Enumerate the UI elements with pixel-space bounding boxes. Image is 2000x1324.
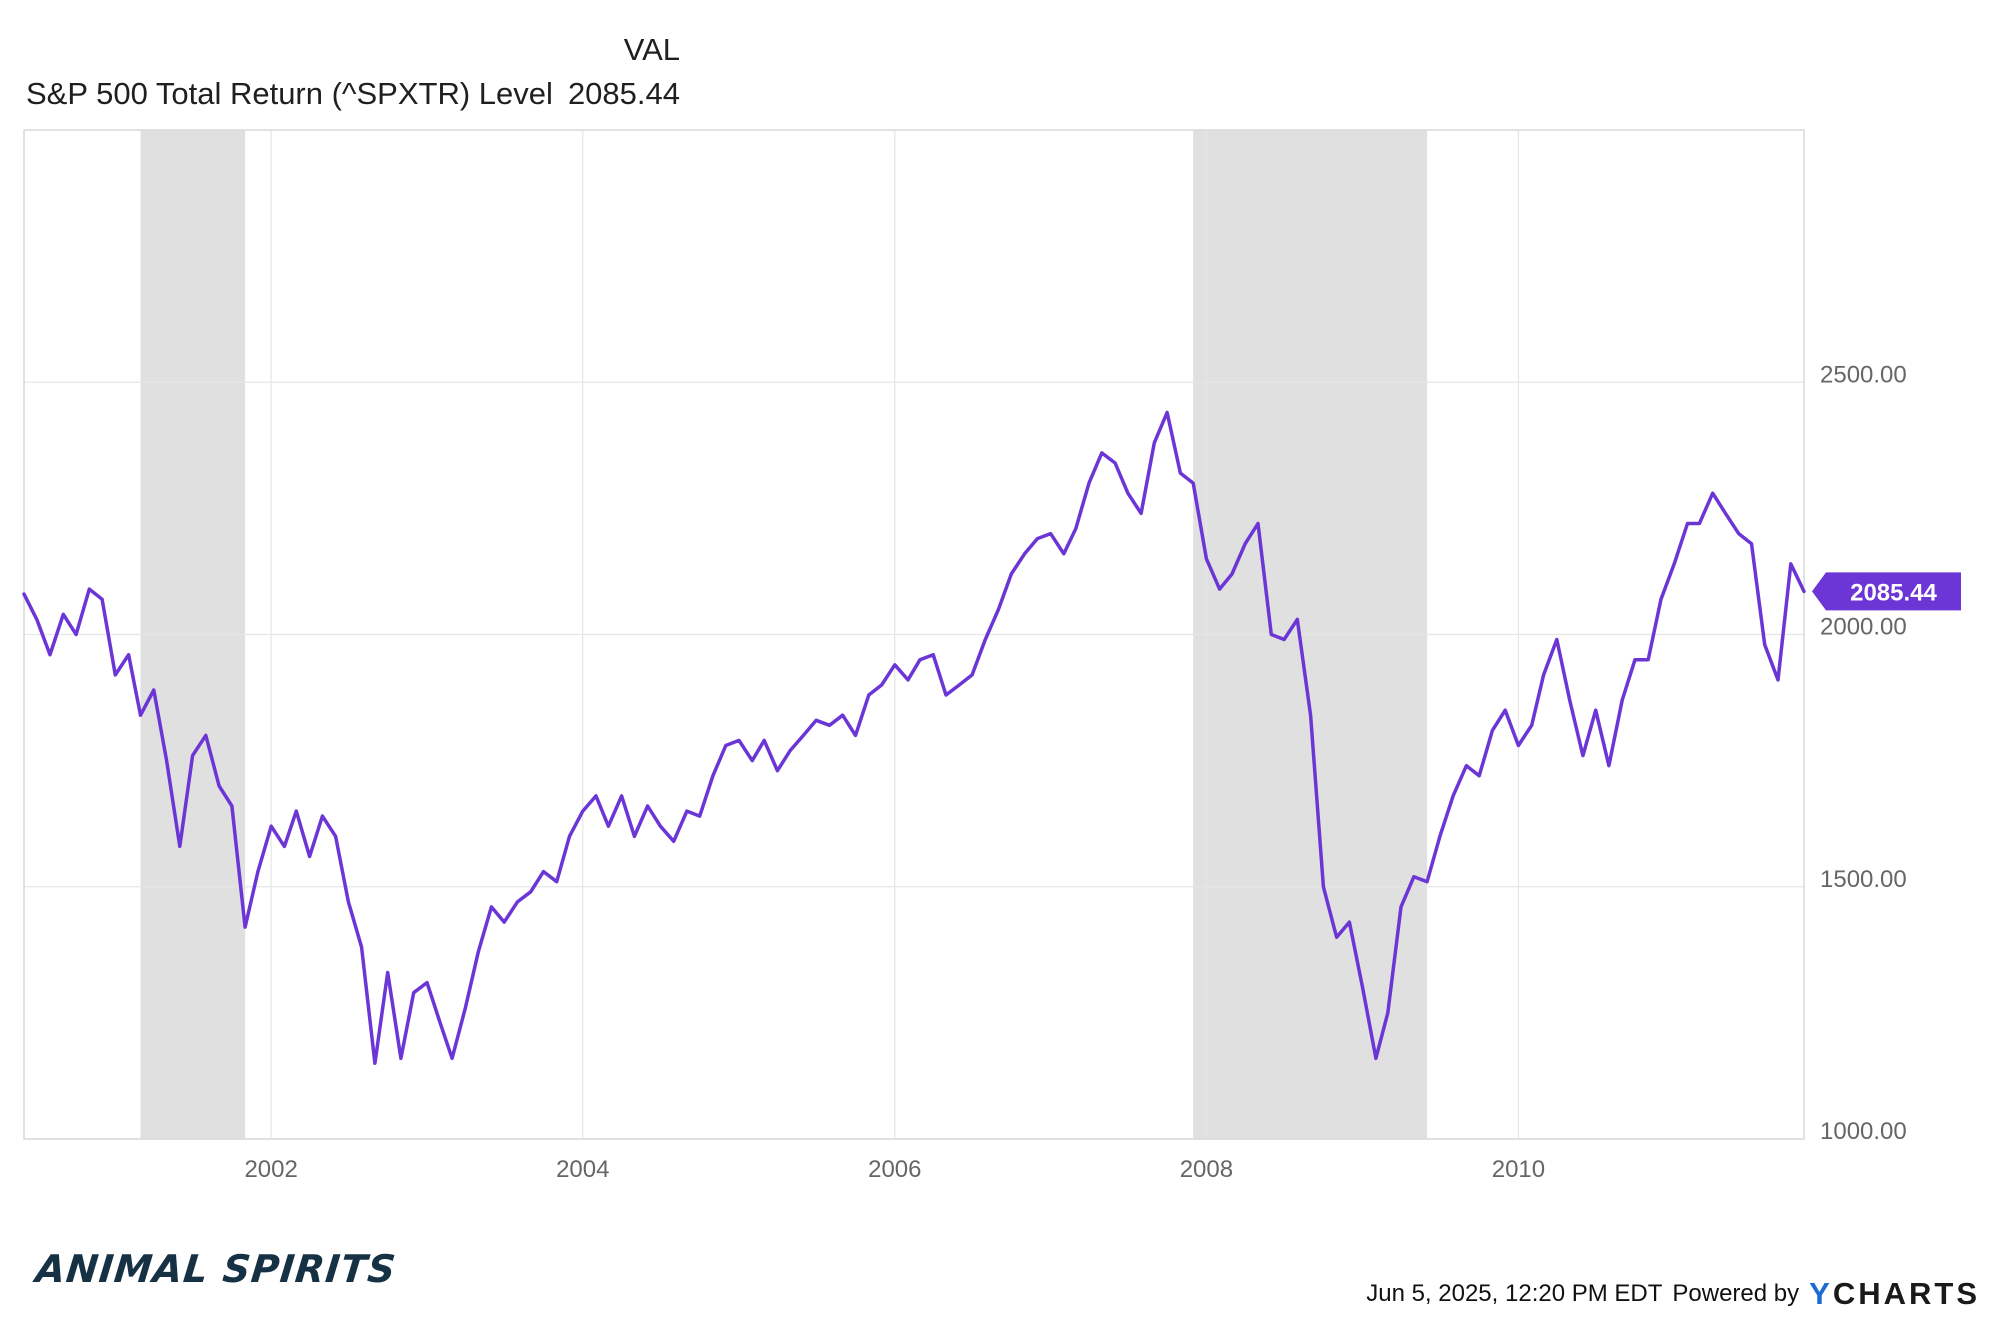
ycharts-logo-rest: CHARTS [1832, 1276, 1980, 1311]
series-layer [22, 410, 1806, 1066]
legend-series-name: S&P 500 Total Return (^SPXTR) Level [26, 76, 553, 111]
last-value-marker: 2085.44 [1812, 572, 1961, 611]
plot-frame [23, 129, 1805, 1140]
ycharts-logo-y: Y [1809, 1276, 1833, 1311]
y-tick-label: 2500.00 [1820, 361, 1907, 388]
x-tick-label: 2002 [244, 1156, 297, 1183]
x-axis-ticks: 2002 2004 2006 2008 2010 [244, 1156, 1545, 1183]
y-tick-label: 1000.00 [1820, 1118, 1907, 1145]
x-tick-label: 2004 [556, 1156, 609, 1183]
y-tick-label: 1500.00 [1820, 866, 1907, 893]
x-tick-label: 2010 [1492, 1156, 1545, 1183]
y-tick-label: 2000.00 [1820, 614, 1907, 641]
chart-legend: VAL S&P 500 Total Return (^SPXTR) Level … [0, 0, 700, 120]
footer-timestamp: Jun 5, 2025, 12:20 PM EDT [1366, 1280, 1663, 1307]
x-tick-label: 2008 [1180, 1156, 1233, 1183]
chart-footer: Jun 5, 2025, 12:20 PM EDT Powered by YCH… [1366, 1276, 1980, 1312]
series-line-0 [22, 410, 1806, 1066]
footer-powered-by: Powered by [1672, 1280, 1800, 1307]
animal-spirits-logo: ANIMAL SPIRITS [33, 1247, 399, 1291]
y-axis-ticks: 1000.00 1500.00 2000.00 2500.00 [1820, 361, 1907, 1145]
legend-series-value: 2085.44 [567, 76, 680, 111]
last-value-label: 2085.44 [1850, 579, 1937, 606]
last-value-tag [1812, 572, 1961, 611]
x-tick-label: 2006 [868, 1156, 921, 1183]
grid-lines [24, 130, 1804, 1140]
ycharts-logo[interactable]: YCHARTS [1809, 1276, 1980, 1312]
legend-column-header: VAL [623, 32, 680, 67]
